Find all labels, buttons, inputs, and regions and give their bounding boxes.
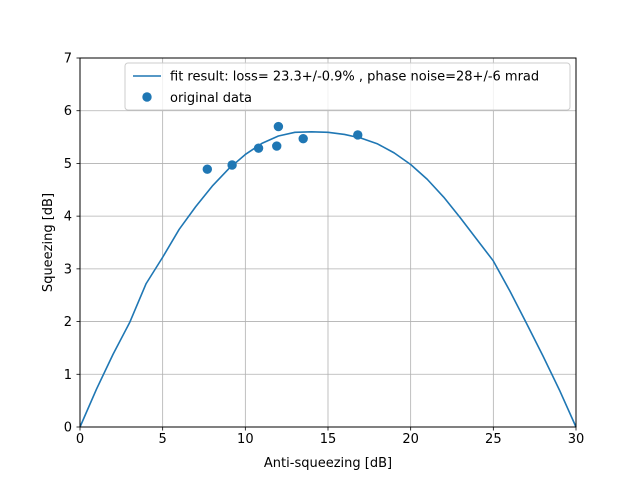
x-tick-label: 25 — [485, 432, 502, 447]
data-point — [227, 160, 237, 170]
legend-entry-data: original data — [170, 91, 252, 106]
data-point — [353, 130, 363, 140]
data-point — [253, 143, 264, 153]
data-point — [202, 164, 213, 174]
y-tick-label: 1 — [64, 368, 72, 383]
y-tick-label: 3 — [64, 262, 72, 277]
x-tick-label: 30 — [568, 432, 585, 447]
x-tick-label: 5 — [159, 432, 167, 447]
y-axis-label: Squeezing [dB] — [41, 193, 56, 292]
x-tick-label: 10 — [237, 432, 254, 447]
legend-marker-swatch — [142, 92, 152, 102]
x-tick-label: 15 — [320, 432, 337, 447]
y-tick-label: 0 — [64, 421, 72, 436]
y-tick-label: 7 — [64, 52, 72, 67]
x-tick-label: 20 — [402, 432, 419, 447]
y-tick-label: 6 — [64, 104, 72, 119]
x-axis-label: Anti-squeezing [dB] — [264, 456, 392, 471]
y-tick-label: 2 — [64, 315, 72, 330]
grid-lines — [79, 57, 577, 428]
x-tick-label: 0 — [76, 432, 84, 447]
axis-ticks: 0 5 10 15 20 25 30 0 1 2 3 4 5 6 7 — [64, 52, 585, 448]
y-tick-label: 5 — [64, 157, 72, 172]
data-point — [298, 133, 308, 144]
plot-series — [79, 121, 577, 428]
legend: fit result: loss= 23.3+/-0.9% , phase no… — [124, 62, 571, 111]
data-point — [273, 121, 284, 132]
fit-curve-line — [79, 131, 577, 428]
data-point — [272, 141, 282, 151]
legend-entry-fit: fit result: loss= 23.3+/-0.9% , phase no… — [170, 70, 539, 85]
legend-box — [124, 62, 571, 111]
y-tick-label: 4 — [64, 210, 72, 225]
